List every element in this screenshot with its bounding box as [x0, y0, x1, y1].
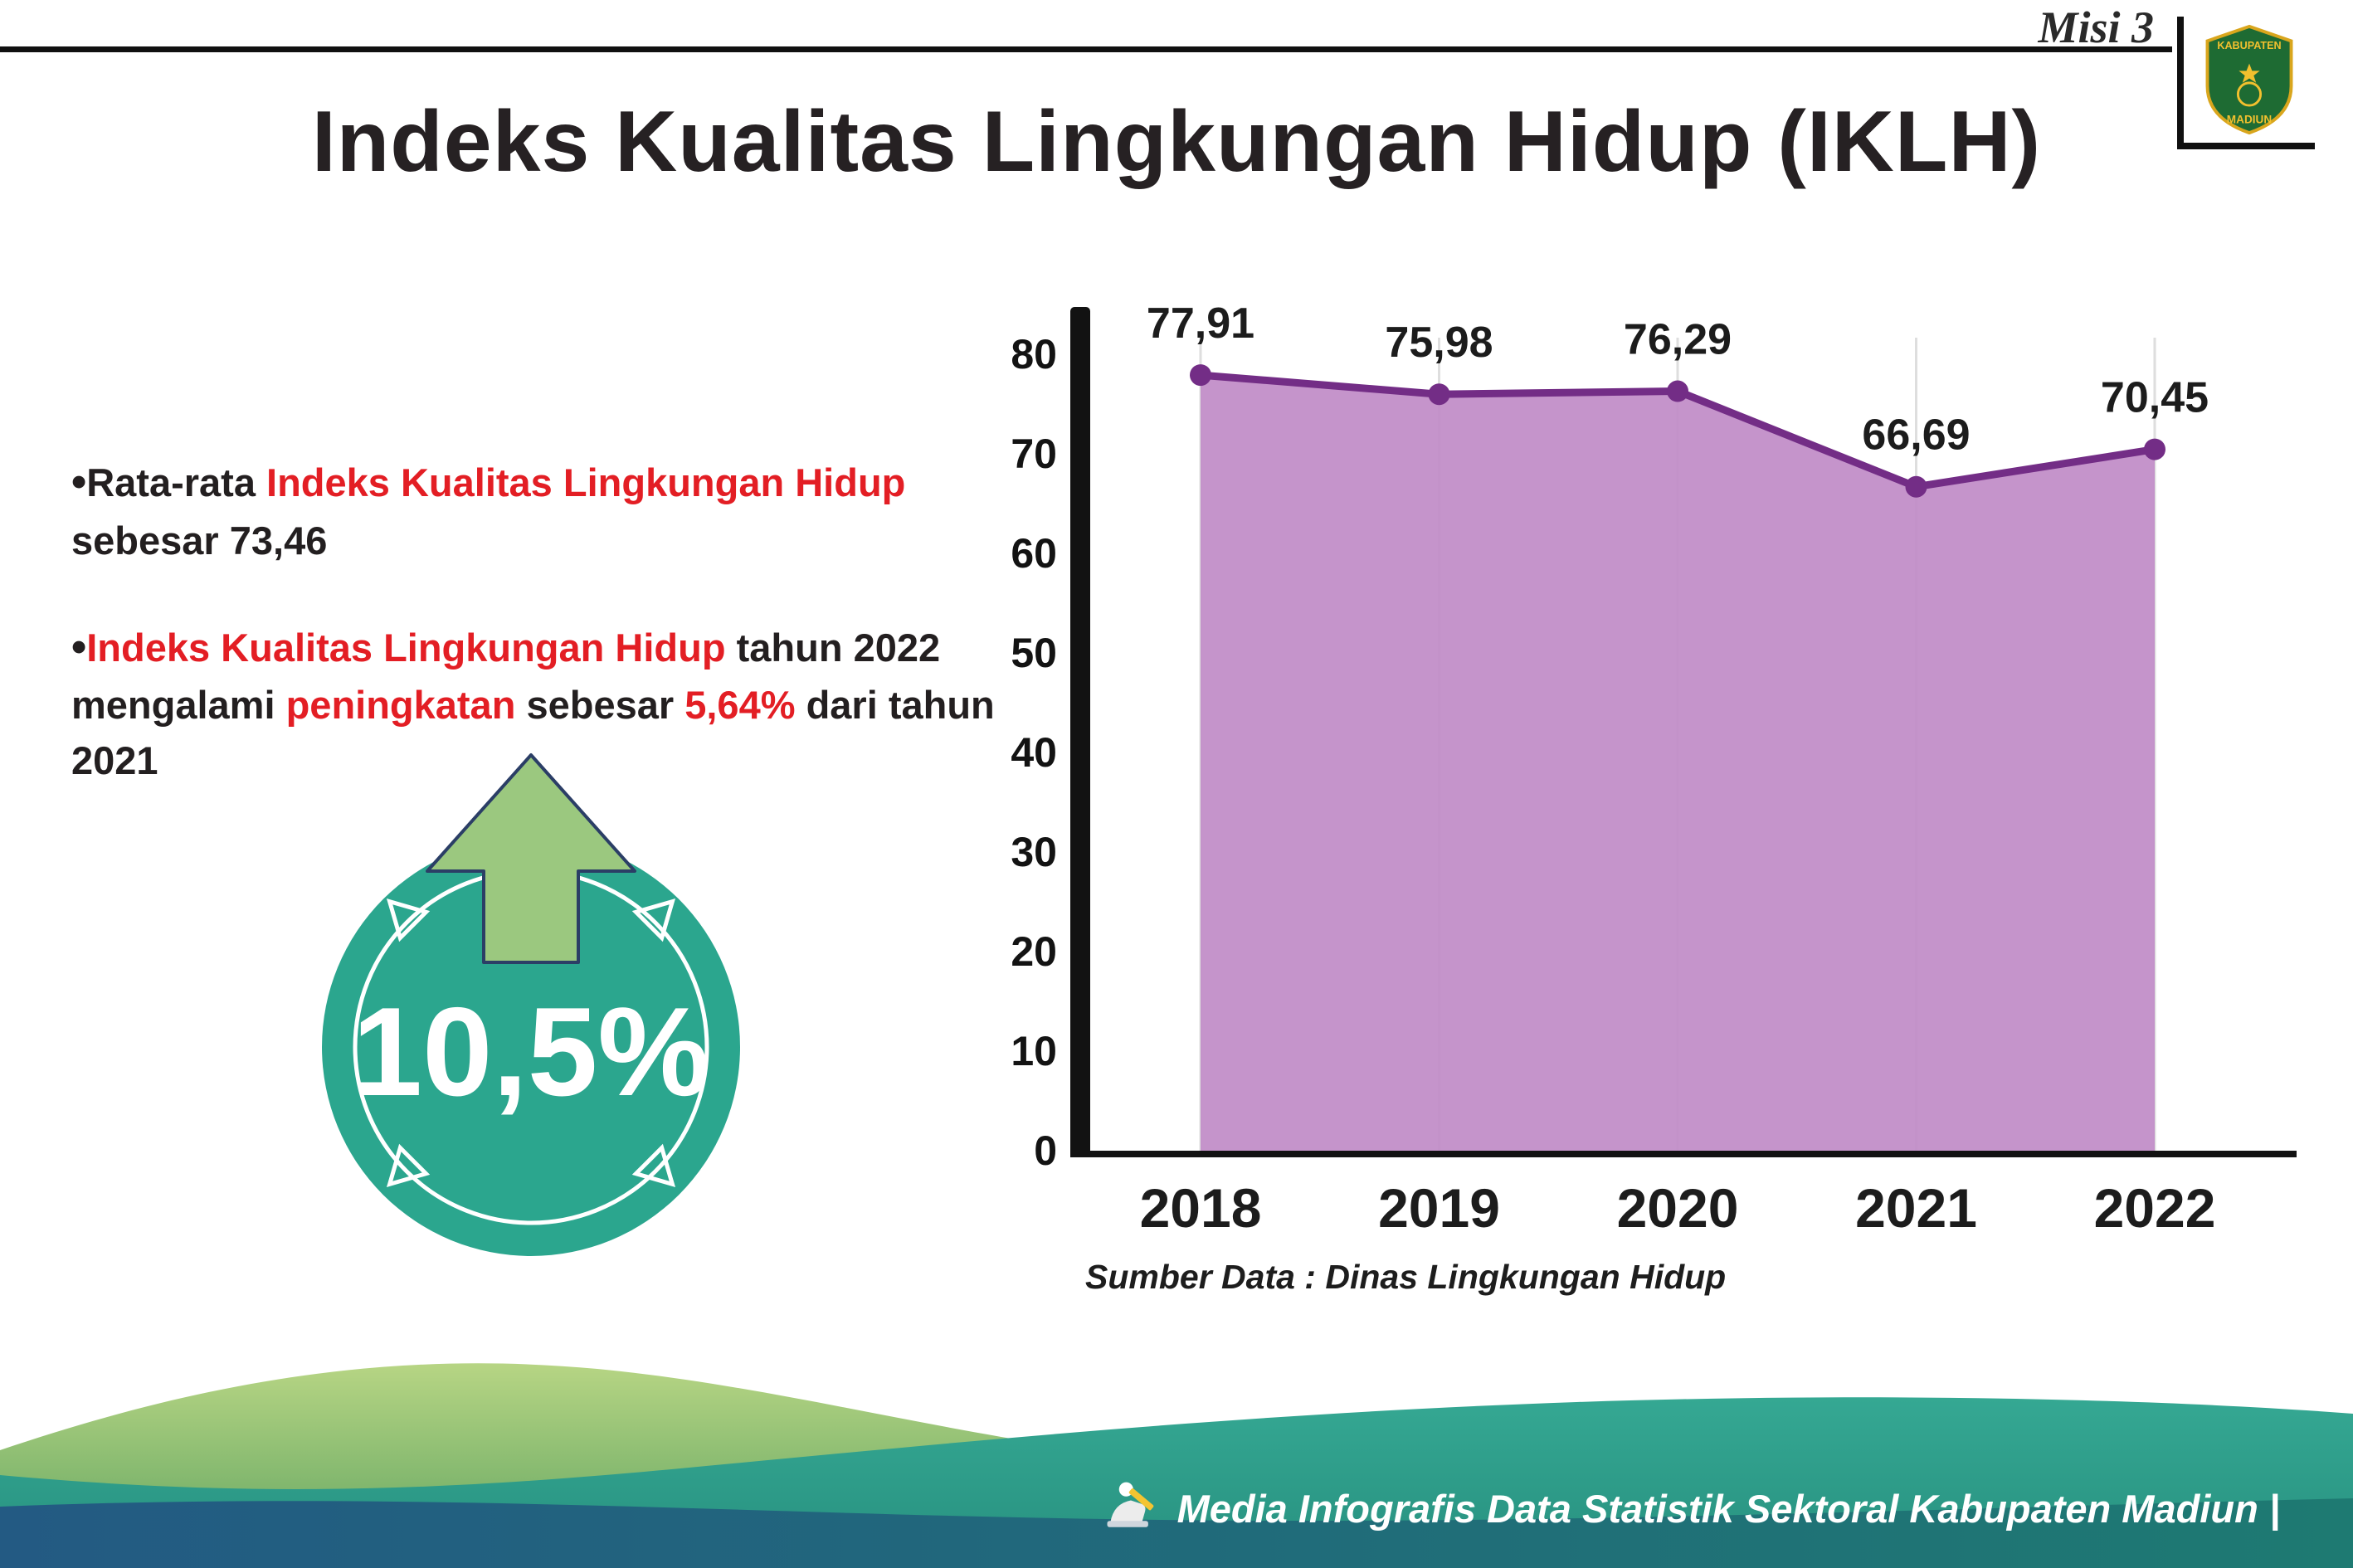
svg-text:30: 30 [1011, 829, 1057, 875]
media-infografis-icon [1099, 1477, 1162, 1540]
svg-text:2022: 2022 [2094, 1177, 2216, 1239]
header-rule [0, 46, 2172, 52]
misi-label: Misi 3 [2038, 2, 2154, 52]
increase-badge: 10,5% [286, 723, 767, 1271]
svg-text:2021: 2021 [1855, 1177, 1977, 1239]
svg-text:77,91: 77,91 [1147, 299, 1254, 348]
up-arrow-icon [426, 753, 636, 964]
footer-credit: Media Infografis Data Statistik Sektoral… [1099, 1477, 2280, 1540]
svg-text:40: 40 [1011, 729, 1057, 776]
svg-text:70: 70 [1011, 431, 1057, 477]
bullet2-highlight-3: 5,64% [684, 683, 796, 728]
footer: Media Infografis Data Statistik Sektoral… [0, 1344, 2353, 1568]
iklh-area-chart: 77,91 75,98 76,29 66,69 70,45 0 10 20 30 40 50 60 70… [1011, 299, 2297, 1239]
svg-text:0: 0 [1034, 1127, 1057, 1174]
bullet-increase-2022: •Indeks Kualitas Lingkungan Hidup tahun … [71, 617, 996, 789]
svg-text:10: 10 [1011, 1028, 1057, 1074]
kabupaten-madiun-crest-icon: KABUPATEN MADIUN [2205, 24, 2293, 135]
page-title: Indeks Kualitas Lingkungan Hidup (IKLH) [311, 94, 2042, 190]
svg-text:76,29: 76,29 [1624, 316, 1732, 364]
svg-text:80: 80 [1011, 331, 1057, 377]
bullet-average-iklh: •Rata-rata Indeks Kualitas Lingkungan Hi… [71, 452, 996, 569]
logo-star-icon [2239, 63, 2260, 83]
svg-text:75,98: 75,98 [1385, 319, 1493, 367]
svg-text:2020: 2020 [1617, 1177, 1739, 1239]
svg-text:50: 50 [1011, 630, 1057, 676]
svg-text:60: 60 [1011, 530, 1057, 577]
bullet2-highlight-2: peningkatan [285, 683, 516, 728]
badge-circle [322, 838, 740, 1256]
bullet1-text-end: sebesar 73,46 [71, 518, 328, 562]
svg-text:2018: 2018 [1140, 1177, 1262, 1239]
increase-percentage: 10,5% [353, 981, 710, 1122]
summary-bullets: •Rata-rata Indeks Kualitas Lingkungan Hi… [71, 452, 996, 789]
data-source: Sumber Data : Dinas Lingkungan Hidup [1085, 1258, 1727, 1296]
bullet2-text-2: sebesar [515, 683, 685, 728]
bullet2-text-3: dari tahun 2021 [71, 683, 995, 783]
bullet1-text: Rata-rata [86, 460, 267, 504]
bullet-marker: • [71, 622, 87, 671]
bullet-marker: • [71, 458, 87, 506]
footer-credit-text: Media Infografis Data Statistik Sektoral… [1176, 1486, 2280, 1531]
logo-line1: KABUPATEN [2217, 40, 2281, 51]
svg-text:70,45: 70,45 [2101, 374, 2209, 422]
bullet2-highlight-1: Indeks Kualitas Lingkungan Hidup [86, 625, 726, 670]
svg-text:66,69: 66,69 [1862, 411, 1970, 460]
footer-waves [0, 1363, 2353, 1568]
svg-text:2019: 2019 [1378, 1177, 1500, 1239]
logo-line2: MADIUN [2227, 113, 2272, 125]
bullet1-highlight: Indeks Kualitas Lingkungan Hidup [266, 460, 906, 504]
bullet2-text-1: tahun 2022 mengalami [71, 625, 941, 728]
kabupaten-madiun-logo: KABUPATEN MADIUN [2177, 17, 2315, 149]
badge-triangle-decorations [386, 898, 676, 1188]
svg-text:20: 20 [1011, 928, 1057, 975]
